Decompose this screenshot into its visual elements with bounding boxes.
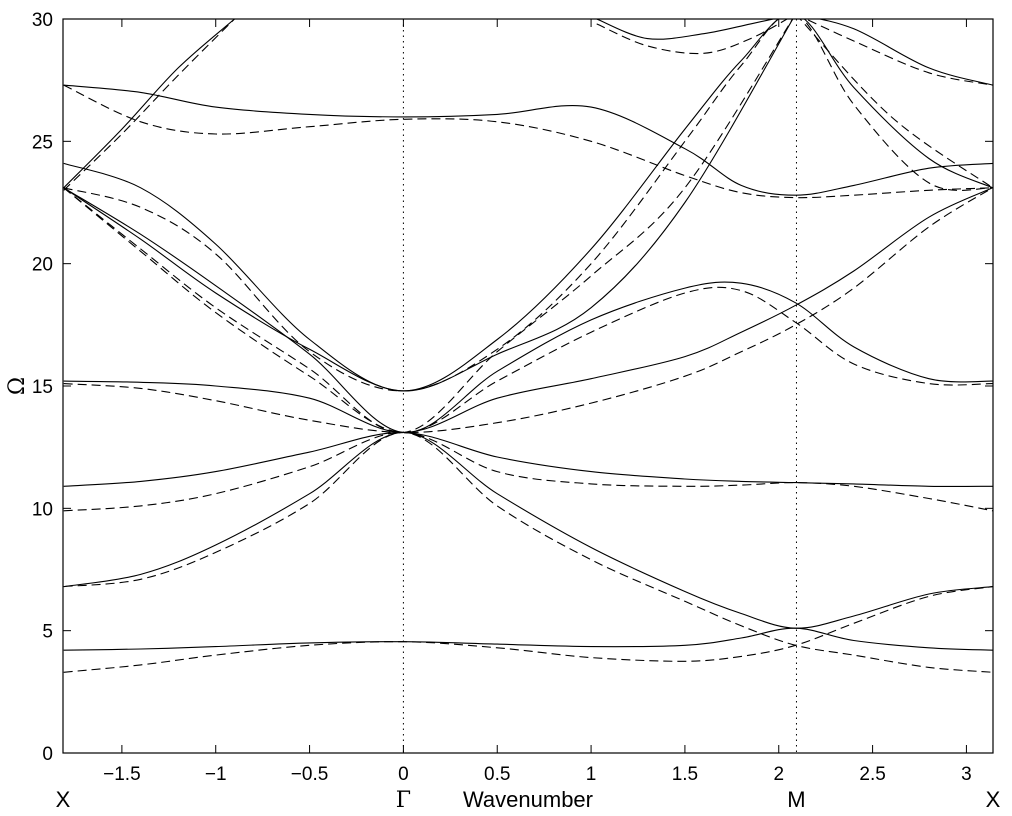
x-tick-label: 1 — [586, 764, 597, 785]
y-tick-label: 0 — [42, 744, 53, 765]
x-tick-label: 1.5 — [672, 764, 698, 785]
x-axis-label: Wavenumber — [463, 787, 593, 812]
dashed-band-13 — [63, 431, 993, 512]
symmetry-point-label: X — [56, 787, 71, 812]
dashed-band-14 — [63, 187, 993, 434]
solid-band-6 — [63, 84, 993, 196]
solid-band-0 — [63, 627, 993, 651]
dashed-band-21 — [804, 19, 993, 86]
x-tick-label: 2.5 — [859, 764, 885, 785]
x-tick-label: 0.5 — [484, 764, 510, 785]
dashed-band-19 — [63, 19, 794, 434]
dashed-band-16 — [63, 19, 993, 392]
solid-band-1 — [63, 431, 993, 629]
reference-lines-layer — [402, 19, 797, 753]
y-tick-label: 20 — [32, 255, 53, 276]
dashed-band-11 — [63, 586, 993, 673]
solid-band-5 — [63, 19, 993, 392]
dashed-band-12 — [63, 431, 993, 673]
x-tick-label: −1 — [205, 764, 227, 785]
x-tick-label: −1.5 — [103, 764, 141, 785]
y-axis-label: Ω — [5, 377, 30, 395]
symmetry-point-label: M — [787, 787, 805, 812]
y-tick-label: 5 — [42, 622, 53, 643]
ticks-layer — [63, 18, 993, 754]
dashed-band-17 — [63, 84, 993, 199]
solid-band-4 — [63, 187, 993, 434]
x-tick-label: 0 — [398, 764, 409, 785]
dashed-band-18 — [63, 19, 235, 191]
y-tick-label: 15 — [32, 377, 53, 398]
dashed-band-22 — [799, 19, 993, 189]
y-tick-label: 25 — [32, 132, 53, 153]
solid-band-8 — [63, 19, 794, 392]
symmetry-point-label: Γ — [396, 788, 411, 813]
x-tick-label: 3 — [961, 764, 972, 785]
x-tick-label: −0.5 — [291, 764, 329, 785]
dashed-band-15 — [63, 187, 993, 434]
solid-band-2 — [63, 431, 993, 488]
solid-band-3 — [63, 187, 993, 434]
solid-band-9 — [596, 19, 776, 40]
x-tick-label: 2 — [773, 764, 784, 785]
dashed-band-20 — [596, 19, 789, 55]
symmetry-point-label: X — [986, 787, 1001, 812]
plot-frame — [62, 18, 994, 754]
solid-band-7 — [63, 19, 235, 189]
curves-layer — [63, 19, 993, 673]
solid-band-10 — [817, 19, 993, 86]
y-tick-label: 10 — [32, 499, 53, 520]
y-tick-label: 30 — [32, 10, 53, 31]
